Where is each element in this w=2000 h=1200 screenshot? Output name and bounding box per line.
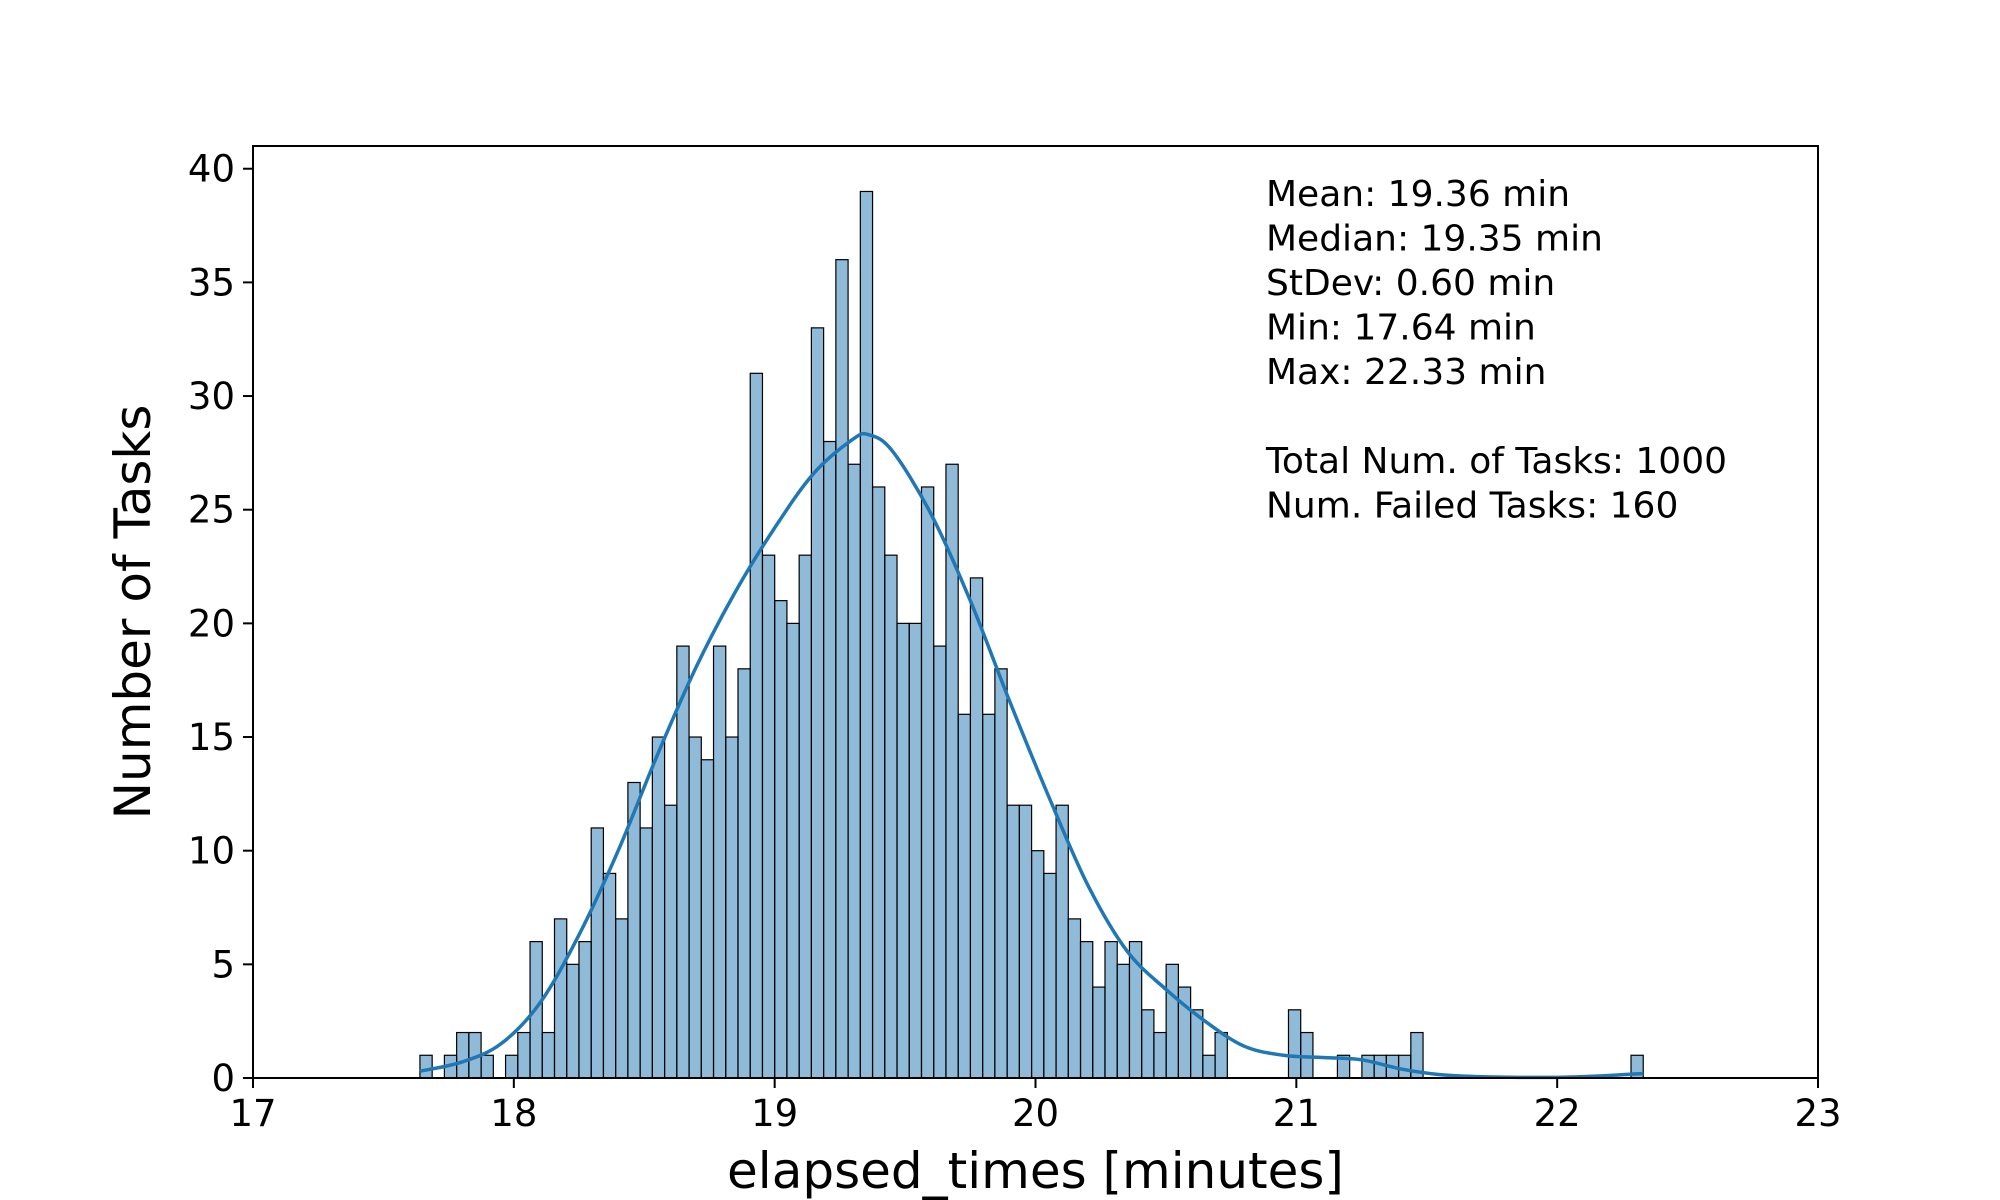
x-tick-label: 23 xyxy=(1794,1092,1841,1135)
stat-min: Min: 17.64 min xyxy=(1266,308,1536,349)
histogram-bar xyxy=(1030,850,1045,1079)
histogram-bar xyxy=(1141,1009,1155,1079)
histogram-bar xyxy=(676,645,690,1079)
histogram-bar xyxy=(1018,804,1033,1079)
x-axis-ticks: 17 18 19 20 21 22 23 xyxy=(229,1078,1842,1135)
histogram-bar xyxy=(651,736,666,1079)
y-tick-label: 25 xyxy=(188,489,235,532)
x-tick-label: 21 xyxy=(1273,1092,1320,1135)
x-tick-label: 19 xyxy=(751,1092,798,1135)
histogram-bar xyxy=(639,827,653,1079)
histogram-bar xyxy=(590,827,605,1079)
stat-stdev: StDev: 0.60 min xyxy=(1266,263,1555,304)
histogram-bar xyxy=(798,554,812,1079)
histogram-bar xyxy=(700,759,715,1079)
histogram-bar xyxy=(1153,1031,1167,1079)
y-tick-label: 10 xyxy=(188,830,235,873)
stat-failed-tasks: Num. Failed Tasks: 160 xyxy=(1266,486,1678,527)
histogram-bar xyxy=(1006,804,1020,1079)
x-axis-label: elapsed_times [minutes] xyxy=(727,1142,1344,1200)
x-tick-label: 22 xyxy=(1534,1092,1581,1135)
histogram-bar xyxy=(725,736,739,1079)
y-tick-label: 20 xyxy=(188,602,235,645)
histogram-bar xyxy=(419,1054,433,1079)
x-tick-label: 18 xyxy=(490,1092,537,1135)
histogram-bar xyxy=(1043,872,1057,1079)
stat-mean: Mean: 19.36 min xyxy=(1266,174,1570,215)
histogram-bar xyxy=(810,327,825,1079)
histogram-bar xyxy=(933,645,947,1079)
histogram-bar xyxy=(541,1031,556,1079)
y-axis-label: Number of Tasks xyxy=(104,405,162,820)
histogram-bar xyxy=(1397,1054,1412,1079)
histogram-bar xyxy=(737,668,751,1079)
stats-annotation: Mean: 19.36 min Median: 19.35 min StDev:… xyxy=(1265,174,1727,527)
histogram-bar xyxy=(835,259,849,1079)
histogram-bar xyxy=(823,440,837,1079)
histogram-bar xyxy=(712,645,727,1079)
histogram-bar xyxy=(456,1031,470,1079)
histogram-bar xyxy=(847,463,861,1079)
histogram-bar xyxy=(957,713,972,1079)
stat-median: Median: 19.35 min xyxy=(1266,219,1603,260)
histogram-bar xyxy=(1202,1054,1216,1079)
histogram-bar xyxy=(1165,963,1179,1079)
y-tick-label: 15 xyxy=(188,716,235,759)
histogram-bar xyxy=(786,622,800,1079)
histogram-bar xyxy=(896,622,910,1079)
x-tick-label: 17 xyxy=(229,1092,276,1135)
kde-curve xyxy=(419,431,1644,1080)
histogram-bar xyxy=(602,872,617,1079)
stat-total-tasks: Total Num. of Tasks: 1000 xyxy=(1265,441,1727,482)
y-tick-label: 5 xyxy=(211,943,235,986)
histogram-bar xyxy=(994,668,1008,1079)
histogram-bar xyxy=(920,486,935,1079)
histogram-bar xyxy=(1214,1031,1228,1079)
histogram-bar xyxy=(578,941,592,1079)
histogram-bar xyxy=(615,918,629,1079)
histogram-bar xyxy=(517,1031,531,1079)
histogram-bar xyxy=(480,1054,494,1079)
histogram-bar xyxy=(859,190,874,1079)
histogram-bar xyxy=(1067,918,1082,1079)
histogram-bar xyxy=(774,600,788,1079)
histogram-bar xyxy=(1055,804,1069,1079)
histogram-bar xyxy=(761,554,776,1079)
histogram-bar xyxy=(1079,941,1094,1079)
y-tick-label: 30 xyxy=(188,375,235,418)
histogram-bar xyxy=(1104,941,1118,1079)
x-tick-label: 20 xyxy=(1012,1092,1059,1135)
histogram-bar xyxy=(1092,986,1106,1079)
histogram-bar xyxy=(908,622,923,1079)
histogram-bar xyxy=(969,577,984,1079)
y-tick-label: 35 xyxy=(188,261,235,304)
histogram-bar xyxy=(566,963,580,1079)
histogram-bar xyxy=(749,372,764,1079)
histogram-bar xyxy=(982,713,996,1079)
histogram-bar xyxy=(871,486,886,1079)
histogram-bar xyxy=(884,554,898,1079)
stat-max: Max: 22.33 min xyxy=(1266,352,1546,393)
y-axis-ticks: 0 5 10 15 20 25 30 35 40 xyxy=(188,148,253,1100)
histogram-bar xyxy=(663,804,678,1079)
histogram-bar xyxy=(1116,963,1131,1079)
histogram-bar xyxy=(504,1054,519,1079)
histogram-bar xyxy=(553,918,568,1079)
histogram-bar xyxy=(688,736,702,1079)
y-tick-label: 0 xyxy=(211,1057,235,1100)
histogram-bar xyxy=(1287,1009,1302,1079)
y-tick-label: 40 xyxy=(188,148,235,191)
